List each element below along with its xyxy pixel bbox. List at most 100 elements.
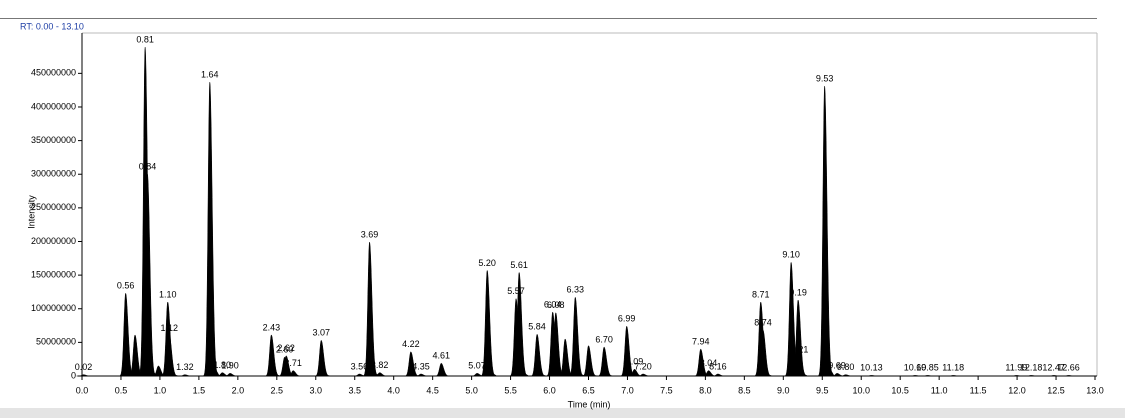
y-tick-label: 300000000 <box>31 169 76 179</box>
peak <box>693 348 711 377</box>
peak-label: 1.64 <box>201 69 219 79</box>
peak-label: 5.57 <box>507 286 525 296</box>
y-tick-label: 400000000 <box>31 101 76 111</box>
peak-label: 0.02 <box>75 362 93 372</box>
peak <box>1061 375 1079 377</box>
peak <box>864 375 881 377</box>
peak-label: 1.80 <box>213 360 231 370</box>
peak <box>710 373 728 377</box>
peak <box>946 375 963 377</box>
y-tick-label: 0 <box>71 370 76 380</box>
x-tick-label: 4.5 <box>426 385 439 395</box>
peak-label: 11.18 <box>942 363 964 373</box>
x-tick-label: 6.5 <box>582 385 595 395</box>
peak-label: 1.12 <box>161 323 179 333</box>
peak-label: 12.66 <box>1057 363 1080 373</box>
peak <box>548 312 566 377</box>
peak <box>178 374 195 377</box>
peak-label: 1.90 <box>221 361 239 371</box>
peak <box>568 296 585 377</box>
peak <box>403 351 421 377</box>
peak <box>414 373 431 377</box>
peak-label: 9.21 <box>791 345 809 355</box>
x-tick-label: 5.0 <box>465 385 478 395</box>
peak <box>792 356 810 377</box>
peak <box>790 299 808 377</box>
x-tick-label: 1.0 <box>154 385 167 395</box>
peak-label: 4.22 <box>402 339 420 349</box>
peak <box>529 333 547 377</box>
x-tick-label: 2.0 <box>232 385 245 395</box>
y-tick-label: 350000000 <box>31 135 76 145</box>
peak <box>636 373 653 377</box>
peak-label: 6.70 <box>595 334 613 344</box>
peak-label: 3.07 <box>312 328 330 338</box>
peak-label: 12.18 <box>1020 363 1043 373</box>
x-tick-label: 13.0 <box>1086 385 1104 395</box>
peak-label: 0.81 <box>136 34 154 44</box>
x-tick-label: 8.0 <box>699 385 712 395</box>
peak-label: 9.80 <box>837 362 855 372</box>
peak-label: 0.84 <box>139 162 157 172</box>
peak-label: 4.61 <box>432 351 450 361</box>
peak <box>286 370 303 377</box>
peak <box>512 271 530 377</box>
y-tick-label: 100000000 <box>31 303 76 313</box>
peak <box>162 335 179 377</box>
peak <box>202 82 220 377</box>
peak-label: 5.20 <box>478 258 496 268</box>
x-tick-label: 11.0 <box>931 385 948 395</box>
status-bar <box>0 408 1125 418</box>
x-tick-label: 4.0 <box>387 385 400 395</box>
peak-label: 5.61 <box>510 260 528 270</box>
x-tick-label: 12.5 <box>1047 385 1065 395</box>
peak-label: 7.94 <box>692 336 710 346</box>
peak <box>920 375 938 377</box>
peak <box>701 370 719 377</box>
peak-label: 8.74 <box>754 318 772 328</box>
peak-label: 7.20 <box>634 361 652 371</box>
peak <box>817 86 835 377</box>
peak <box>223 373 240 377</box>
y-axis-title: Intensity <box>26 195 36 229</box>
peak-label: 10.13 <box>860 363 883 373</box>
x-tick-label: 11.5 <box>970 385 987 395</box>
x-tick-label: 3.0 <box>310 385 323 395</box>
peak <box>434 362 451 377</box>
peak-label: 3.69 <box>361 230 379 240</box>
peak-label: 5.07 <box>468 361 486 371</box>
peak-label: 7.09 <box>626 357 644 367</box>
peak <box>557 338 575 377</box>
peak <box>619 325 637 377</box>
peak-label: 2.60 <box>276 345 294 355</box>
peak-label: 9.19 <box>789 287 807 297</box>
y-tick-label: 450000000 <box>31 68 76 78</box>
peak-label: 2.71 <box>284 358 302 368</box>
peak-label: 4.35 <box>412 361 430 371</box>
peak-label: 10.85 <box>916 363 939 373</box>
peak <box>372 372 390 377</box>
peak-label: 11.99 <box>1005 363 1027 373</box>
peak-label: 9.53 <box>816 74 834 84</box>
peak <box>76 374 94 377</box>
peak-label: 10.69 <box>904 363 927 373</box>
peak <box>127 334 145 377</box>
peak-label: 1.32 <box>176 362 194 372</box>
x-tick-label: 6.0 <box>543 385 556 395</box>
peak <box>838 374 856 377</box>
peak-label: 8.71 <box>752 289 770 299</box>
x-tick-label: 12.0 <box>1008 385 1026 395</box>
peak <box>118 292 136 377</box>
peak-label: 6.33 <box>566 285 584 295</box>
peak-label: 9.69 <box>828 361 846 371</box>
x-tick-label: 2.5 <box>271 385 284 395</box>
x-tick-label: 10.0 <box>852 385 870 395</box>
peak-label: 6.04 <box>544 299 562 309</box>
y-tick-label: 250000000 <box>31 202 76 212</box>
peak <box>908 375 925 377</box>
chart-title: RT: 0.00 - 13.10 <box>20 21 84 31</box>
peak-label: 3.82 <box>371 360 389 370</box>
x-tick-label: 3.5 <box>348 385 361 395</box>
